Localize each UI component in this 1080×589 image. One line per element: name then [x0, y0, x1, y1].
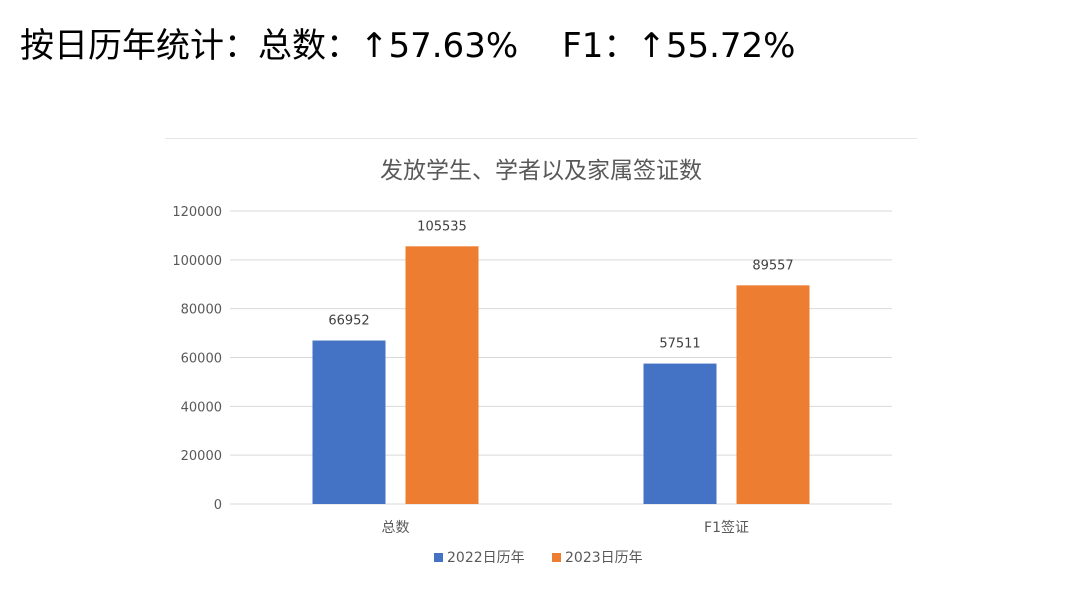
data-label: 57511 [659, 337, 700, 352]
category-label: 总数 [382, 520, 410, 536]
y-tick-label: 20000 [181, 449, 222, 464]
bar-chart: 发放学生、学者以及家属签证数 0 20000 40000 60000 80000 1000… [172, 158, 892, 566]
legend-label: 2022日历年 [447, 550, 525, 566]
headline: 按日历年统计：总数：↑57.63% F1：↑55.72% [20, 18, 795, 67]
legend-label: 2023日历年 [565, 550, 643, 566]
chart-title: 发放学生、学者以及家属签证数 [380, 158, 702, 184]
legend-swatch [434, 553, 443, 562]
y-tick-label: 120000 [172, 205, 222, 220]
headline-suffix: F1：↑55.72% [562, 26, 796, 66]
data-label: 105535 [417, 219, 467, 234]
data-label: 66952 [328, 314, 369, 329]
chart-bars [312, 246, 810, 504]
x-axis-categories: 总数 F1签证 [382, 519, 749, 536]
chart-frame: 发放学生、学者以及家属签证数 0 20000 40000 60000 80000 1000… [165, 138, 917, 584]
y-axis-ticks: 0 20000 40000 60000 80000 100000 120000 [172, 205, 222, 513]
data-label: 89557 [752, 258, 793, 273]
bar-1-1 [312, 340, 386, 504]
bar-2-1 [405, 246, 479, 504]
chart-legend: 2022日历年 2023日历年 [434, 550, 643, 566]
y-tick-label: 0 [214, 498, 222, 513]
y-tick-label: 60000 [181, 352, 222, 367]
bar-1-2 [643, 363, 717, 504]
bar-2-2 [736, 285, 810, 504]
y-tick-label: 80000 [181, 303, 222, 318]
y-tick-label: 100000 [172, 254, 222, 269]
legend-swatch [552, 553, 561, 562]
category-label: F1签证 [704, 519, 749, 536]
data-labels: 66952 105535 57511 89557 [328, 219, 793, 351]
y-tick-label: 40000 [181, 400, 222, 415]
headline-prefix: 按日历年统计：总数：↑57.63% [20, 26, 519, 66]
